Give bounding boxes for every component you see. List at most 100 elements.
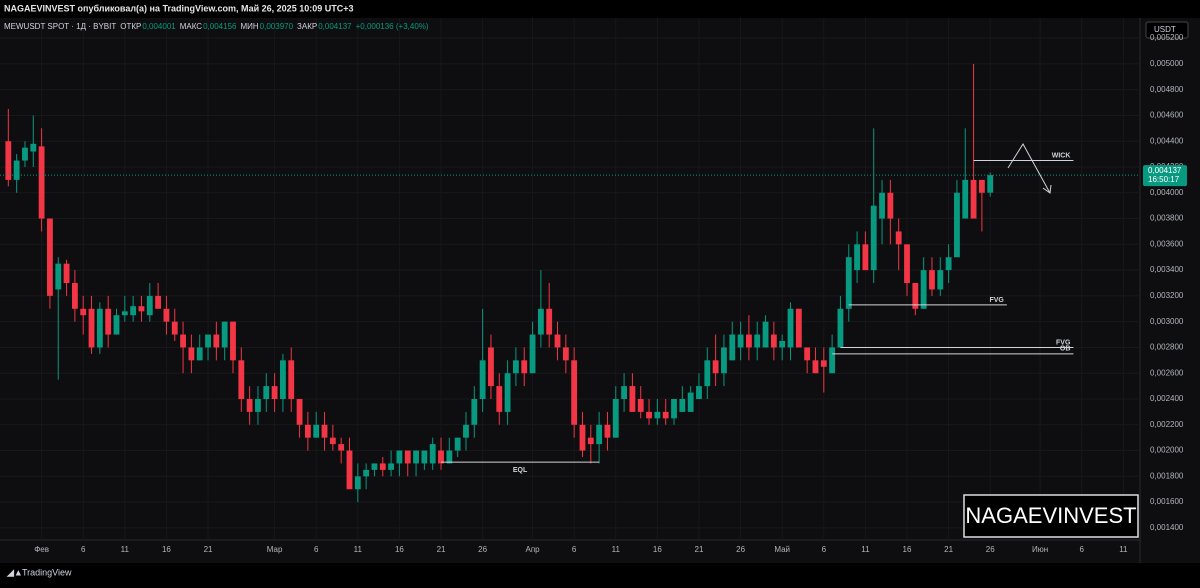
- candle-body: [554, 334, 561, 348]
- candle-body: [321, 424, 328, 438]
- annotation-label: FVG: [1056, 339, 1071, 346]
- y-tick-label: 0,002600: [1150, 368, 1184, 377]
- candle-body: [513, 360, 519, 374]
- candle-body: [354, 476, 361, 490]
- candle-body: [346, 450, 353, 490]
- price-countdown: 16:50:17: [1148, 175, 1180, 184]
- candle-body: [488, 347, 494, 387]
- candle-body: [770, 334, 777, 348]
- candle-body: [454, 437, 461, 451]
- candle-body: [837, 308, 844, 348]
- candle-body: [912, 282, 919, 309]
- y-tick-label: 0,005200: [1150, 33, 1184, 42]
- candle-body: [288, 360, 295, 399]
- x-tick-label: 21: [437, 545, 446, 554]
- candle-body: [646, 411, 652, 419]
- candle-body: [221, 321, 228, 348]
- y-tick-label: 0,003400: [1150, 265, 1184, 274]
- x-tick-label: 21: [204, 545, 213, 554]
- watermark: NAGAEVINVEST: [965, 503, 1136, 528]
- candle-body: [779, 340, 786, 348]
- projection-arrow: [1007, 143, 1051, 194]
- candle-body: [421, 450, 428, 464]
- candle-body: [737, 334, 744, 348]
- candle-body: [304, 424, 311, 438]
- candle-body: [904, 244, 910, 283]
- candle-body: [155, 295, 162, 309]
- candle-body: [22, 147, 28, 161]
- price-marker-label: 0,004137: [1148, 166, 1182, 175]
- y-tick-label: 0,003800: [1150, 214, 1184, 223]
- candle-body: [171, 321, 178, 335]
- header: NAGAEVINVEST опубликовал(а) на TradingVi…: [4, 3, 353, 13]
- y-tick-label: 0,005000: [1150, 59, 1184, 68]
- candle-body: [230, 321, 236, 361]
- candle-body: [280, 360, 286, 399]
- y-tick-label: 0,001600: [1150, 497, 1184, 506]
- x-tick-label: 6: [1080, 545, 1085, 554]
- candle-body: [404, 450, 411, 464]
- candle-body: [13, 160, 20, 180]
- candle-body: [929, 270, 935, 290]
- legend-symbol: MEWUSDT SPOT · 1Д · BYBIT: [4, 22, 116, 31]
- candle-body: [496, 386, 503, 412]
- candle-body: [845, 257, 852, 309]
- candle-body: [271, 386, 278, 399]
- x-tick-label: 16: [903, 545, 912, 554]
- candle-body: [945, 257, 952, 271]
- candle-body: [188, 347, 195, 361]
- candle-body: [887, 192, 894, 219]
- y-tick-label: 0,003000: [1150, 317, 1184, 326]
- candle-body: [987, 175, 994, 193]
- grid: [0, 18, 1140, 540]
- candle-body: [970, 179, 977, 219]
- footer-logo: ◢▲: [6, 567, 23, 577]
- candle-body: [371, 463, 378, 470]
- x-tick-label: 16: [395, 545, 404, 554]
- candle-body: [130, 306, 137, 316]
- candle-body: [920, 270, 927, 309]
- y-tick-label: 0,001800: [1150, 471, 1184, 480]
- x-tick-label: 11: [354, 545, 363, 554]
- candle-body: [537, 308, 544, 335]
- candle-body: [30, 143, 37, 152]
- candles: [5, 63, 994, 503]
- x-tick-label: 16: [162, 545, 171, 554]
- candle-body: [870, 205, 877, 271]
- legend-value: 0,003970: [260, 22, 294, 31]
- x-tick-label: 11: [612, 545, 621, 554]
- candle-body: [213, 334, 220, 348]
- candle-body: [146, 295, 153, 316]
- candle-body: [504, 373, 511, 412]
- candle-body: [47, 218, 53, 296]
- candle-body: [413, 450, 419, 464]
- annotation-label: FVG: [989, 297, 1004, 304]
- x-tick-label: Мар: [267, 545, 283, 554]
- candle-body: [205, 334, 211, 348]
- candle-body: [587, 437, 594, 445]
- currency-box: [1145, 21, 1189, 39]
- candle-body: [571, 360, 578, 425]
- candle-body: [38, 146, 45, 219]
- x-tick-label: 11: [861, 545, 870, 554]
- legend-label: МАКС: [180, 22, 203, 31]
- candle-body: [379, 463, 386, 470]
- candle-body: [820, 360, 827, 367]
- candle-body: [629, 386, 636, 412]
- currency: USDT: [1154, 25, 1176, 34]
- candle-body: [138, 306, 145, 312]
- candle-body: [787, 308, 794, 348]
- candle-body: [712, 360, 719, 374]
- candle-body: [596, 424, 603, 445]
- legend-change: +0,000136 (+3,40%): [356, 22, 429, 31]
- y-tick-label: 0,003600: [1150, 239, 1184, 248]
- candle-body: [604, 424, 611, 438]
- candle-body: [438, 450, 444, 464]
- x-tick-label: 11: [121, 545, 130, 554]
- candle-body: [804, 347, 811, 361]
- x-tick-label: 6: [314, 545, 319, 554]
- candle-body: [113, 315, 120, 335]
- candle-body: [637, 398, 644, 412]
